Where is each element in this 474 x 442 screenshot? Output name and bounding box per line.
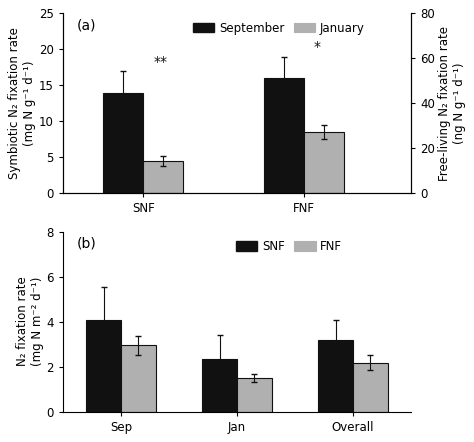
- Bar: [121, 345, 156, 412]
- Bar: [103, 92, 143, 194]
- Bar: [353, 362, 388, 412]
- Bar: [304, 132, 344, 194]
- Bar: [86, 320, 121, 412]
- Text: (b): (b): [77, 237, 97, 251]
- Text: **: **: [154, 55, 167, 69]
- Y-axis label: N₂ fixation rate
(mg N m⁻² d⁻¹): N₂ fixation rate (mg N m⁻² d⁻¹): [16, 277, 44, 366]
- Text: *: *: [314, 40, 321, 54]
- Text: (a): (a): [77, 19, 96, 33]
- Legend: SNF, FNF: SNF, FNF: [234, 237, 345, 255]
- Y-axis label: Symbiotic N₂ fixation rate
(mg N g⁻¹ d⁻¹): Symbiotic N₂ fixation rate (mg N g⁻¹ d⁻¹…: [9, 27, 36, 179]
- Y-axis label: Free-living N₂ fixation rate
(ng N g⁻¹ d⁻¹): Free-living N₂ fixation rate (ng N g⁻¹ d…: [438, 26, 465, 181]
- Bar: [318, 339, 353, 412]
- Bar: [202, 359, 237, 412]
- Bar: [143, 161, 183, 194]
- Bar: [264, 78, 304, 194]
- Bar: [237, 378, 272, 412]
- Legend: September, January: September, January: [191, 19, 367, 37]
